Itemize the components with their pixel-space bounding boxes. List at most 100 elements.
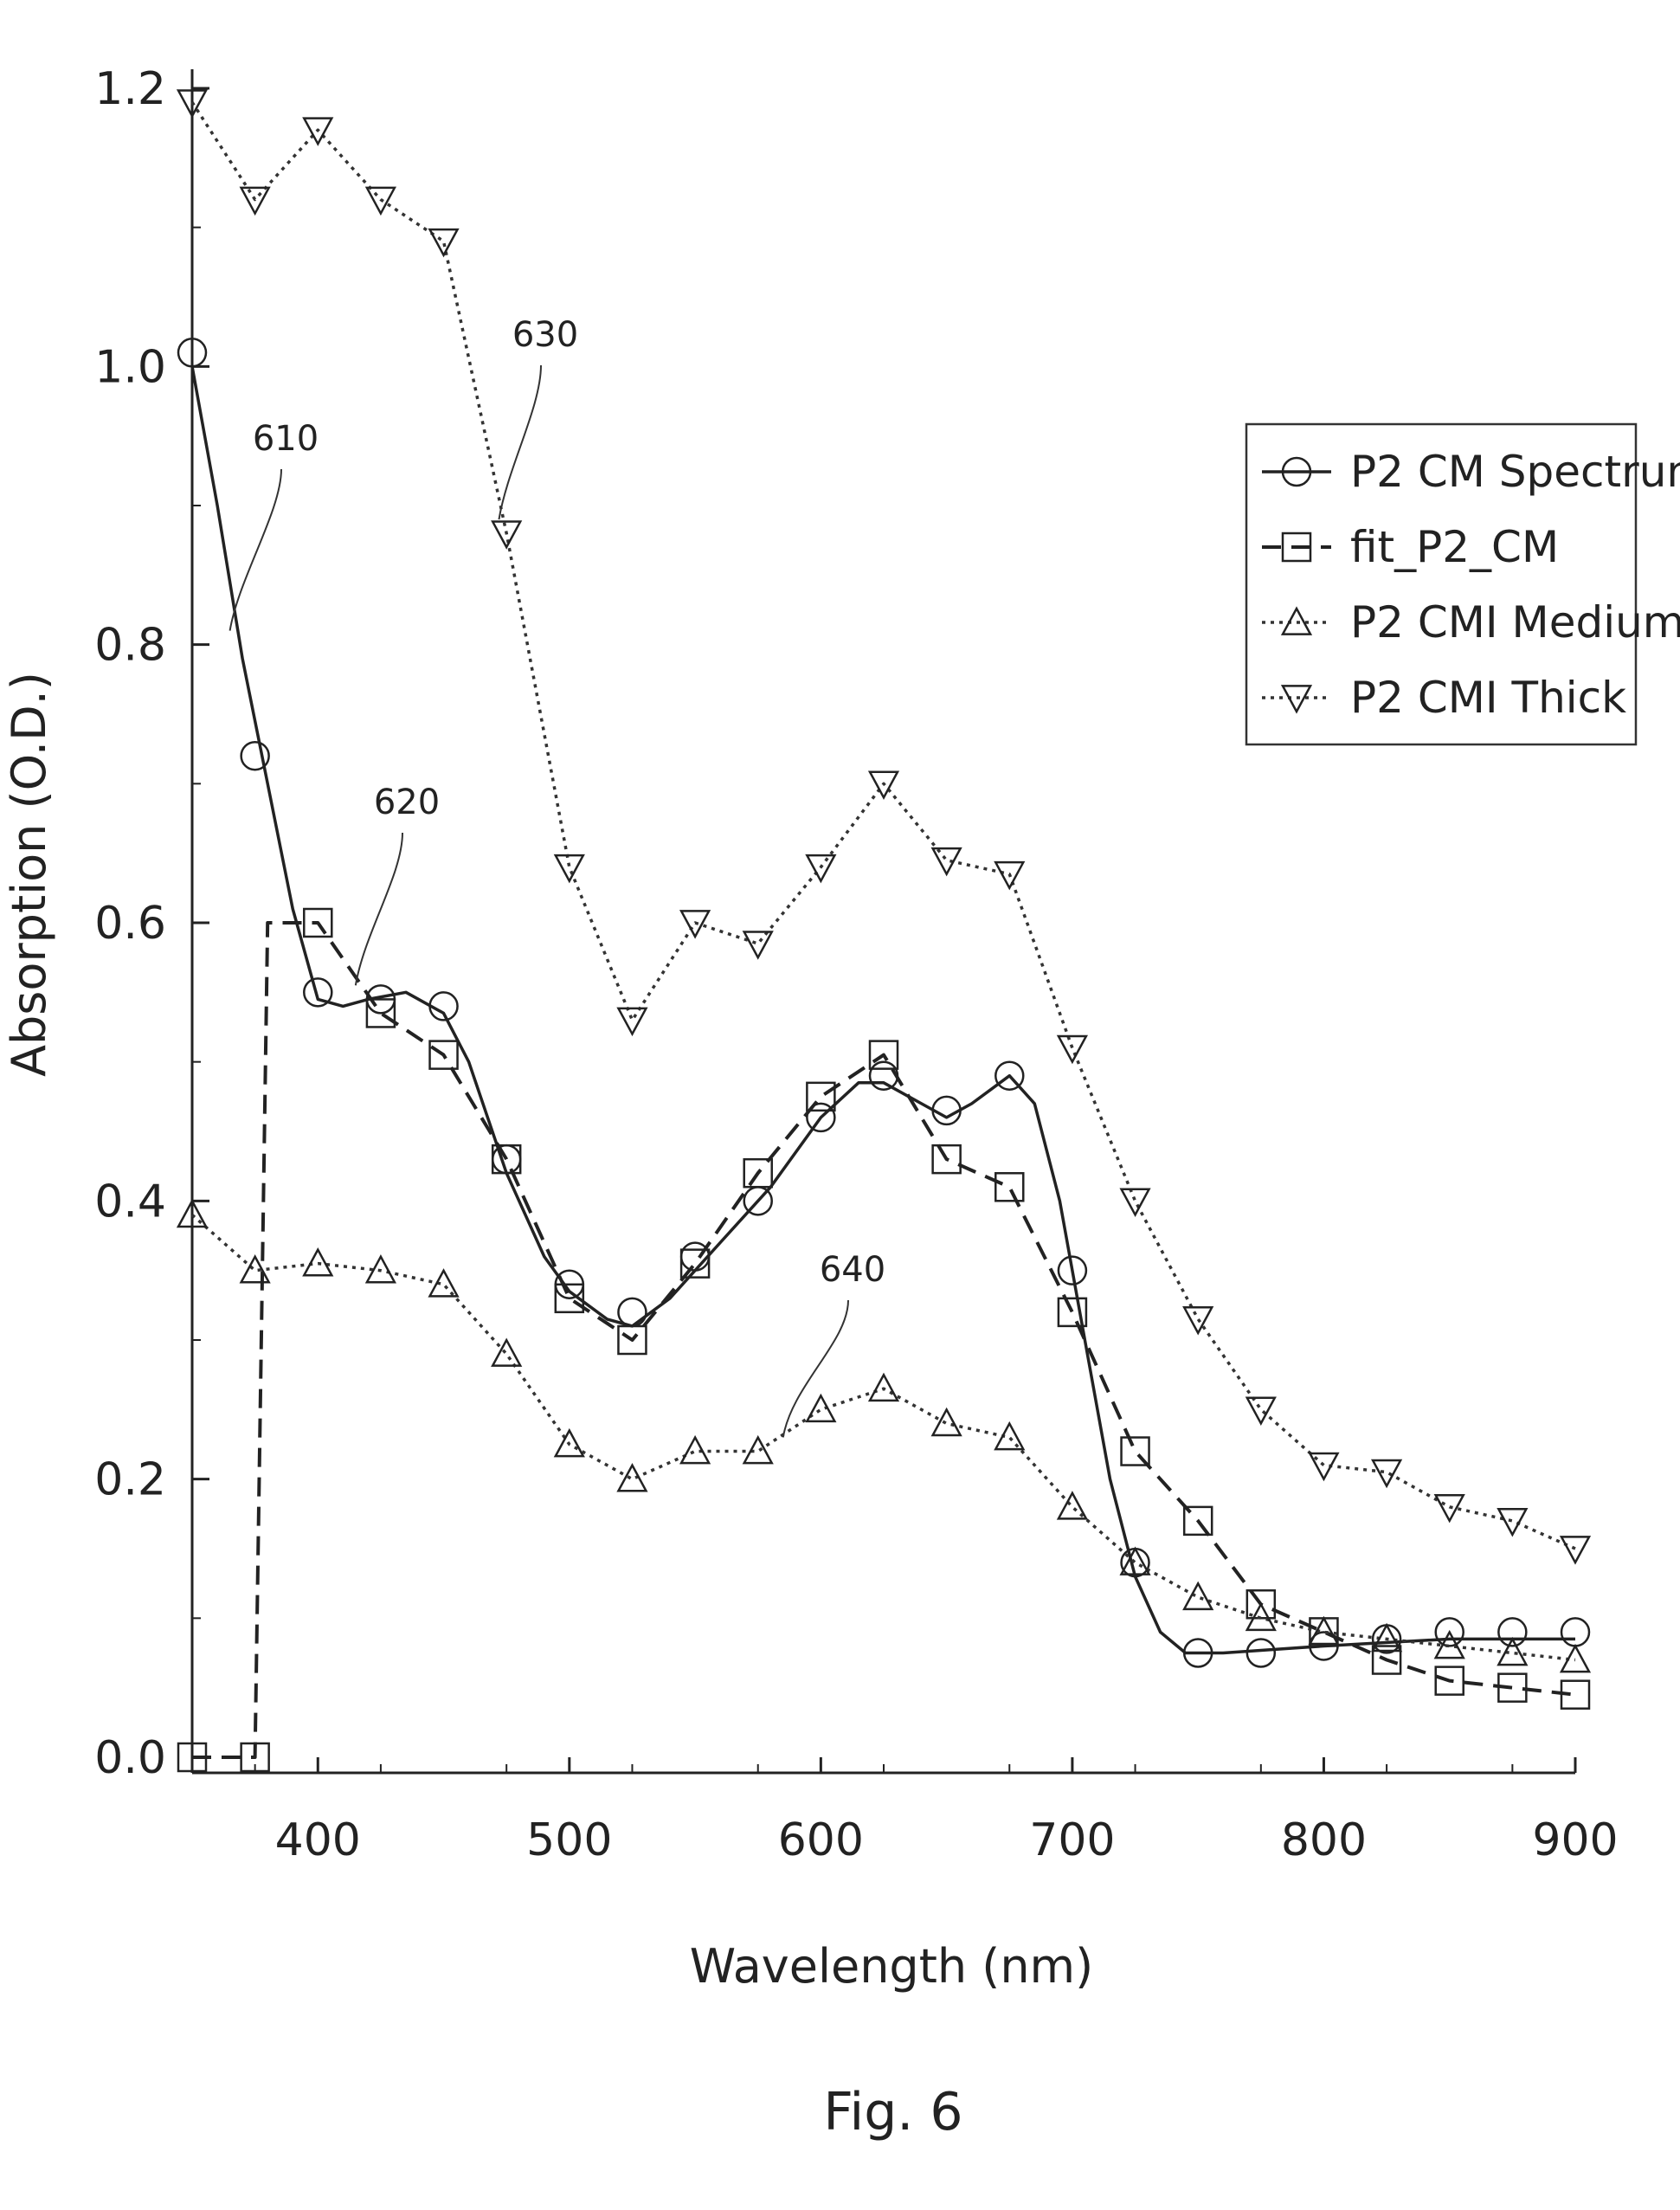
series-line xyxy=(190,1214,1576,1662)
data-point xyxy=(1560,1679,1591,1710)
data-point xyxy=(428,1040,459,1070)
data-point xyxy=(1308,1452,1340,1482)
legend: P2 CM Spectrum fit_P2_CM P2 CMI Medium P2 C… xyxy=(1245,422,1680,746)
data-point xyxy=(616,1007,648,1037)
data-point xyxy=(428,228,460,258)
data-point xyxy=(742,1434,774,1465)
data-point xyxy=(1120,1436,1150,1466)
y-tick-label: 1.2 xyxy=(94,63,166,115)
data-point xyxy=(1433,1629,1465,1659)
data-point xyxy=(994,1060,1025,1091)
data-point xyxy=(177,338,208,368)
data-point xyxy=(1245,1601,1277,1632)
figure-caption: Fig. 6 xyxy=(823,2082,962,2142)
annotations: 610 620 630 640 xyxy=(229,315,885,1438)
data-point xyxy=(1371,1645,1402,1675)
y-tick-label: 0.8 xyxy=(94,620,166,672)
data-point xyxy=(1559,1643,1592,1673)
annotation-label: 640 xyxy=(820,1250,885,1290)
data-point xyxy=(994,1172,1025,1202)
data-point xyxy=(1497,1508,1529,1537)
data-point xyxy=(1308,1615,1340,1646)
data-point xyxy=(868,1040,899,1070)
data-point xyxy=(805,1393,837,1423)
data-point xyxy=(994,860,1026,891)
legend-box xyxy=(1245,422,1638,746)
legend-marker xyxy=(1281,532,1312,563)
data-point xyxy=(1497,1672,1528,1703)
data-point xyxy=(1497,1617,1528,1647)
data-point xyxy=(1119,1188,1151,1217)
legend-entry: P2 CM Spectrum xyxy=(1350,447,1680,497)
data-point xyxy=(491,520,523,550)
data-point xyxy=(303,977,333,1008)
data-point xyxy=(679,1248,711,1279)
y-tick-label: 0.6 xyxy=(94,898,166,950)
data-point xyxy=(994,1421,1026,1451)
series-layer xyxy=(176,89,1592,1773)
x-tick-label: 600 xyxy=(778,1814,864,1866)
data-point xyxy=(931,1144,962,1175)
data-point xyxy=(302,1247,334,1277)
data-point xyxy=(806,1081,836,1112)
data-point xyxy=(1182,1638,1213,1668)
data-point xyxy=(240,1742,270,1773)
data-point xyxy=(554,1283,585,1314)
data-point xyxy=(617,1324,647,1356)
data-point xyxy=(1434,1666,1464,1696)
annotation-leader xyxy=(229,468,282,631)
data-point xyxy=(679,910,711,939)
data-point xyxy=(1057,1255,1088,1285)
data-point xyxy=(743,1157,773,1189)
data-point xyxy=(1433,1493,1465,1524)
data-point xyxy=(1370,1459,1403,1489)
data-point xyxy=(302,117,334,146)
data-point xyxy=(679,1434,711,1465)
data-point xyxy=(1246,1638,1277,1668)
data-point xyxy=(177,1742,208,1773)
data-point xyxy=(553,854,585,884)
y-tick-label: 0.2 xyxy=(94,1454,166,1506)
data-point xyxy=(239,1254,271,1284)
data-point xyxy=(1182,1505,1213,1537)
x-tick-label: 400 xyxy=(275,1814,361,1866)
data-point xyxy=(239,186,271,216)
annotation-label: 620 xyxy=(374,783,440,822)
data-point xyxy=(867,1372,900,1402)
series-line xyxy=(190,101,1576,1550)
legend-entry: P2 CMI Thick xyxy=(1350,673,1626,723)
annotation-leader xyxy=(354,832,403,986)
data-point xyxy=(1057,1297,1088,1328)
data-point xyxy=(930,1407,962,1437)
data-point xyxy=(491,1144,522,1175)
data-point xyxy=(1559,1536,1592,1565)
data-point xyxy=(303,907,333,938)
legend-marker xyxy=(1280,685,1313,714)
data-point xyxy=(365,998,396,1028)
data-point xyxy=(806,1102,836,1133)
annotation-leader xyxy=(498,364,542,520)
y-tick-label: 0.0 xyxy=(94,1732,166,1784)
x-tick-label: 900 xyxy=(1532,1814,1618,1866)
legend-marker xyxy=(1281,456,1312,487)
data-point xyxy=(1246,1589,1277,1620)
x-tick-label: 500 xyxy=(526,1814,612,1866)
legend-marker xyxy=(1280,606,1313,635)
y-tick-label: 0.4 xyxy=(94,1176,166,1227)
annotation-leader xyxy=(782,1299,849,1438)
data-point xyxy=(742,931,774,960)
data-point xyxy=(931,1095,962,1126)
annotation-label: 630 xyxy=(512,315,578,355)
data-point xyxy=(553,1427,585,1458)
data-point xyxy=(930,847,962,877)
x-tick-label: 700 xyxy=(1029,1814,1115,1866)
data-point xyxy=(805,854,837,884)
legend-entry: P2 CMI Medium xyxy=(1350,597,1680,648)
data-point xyxy=(240,740,270,771)
data-point xyxy=(176,89,209,119)
data-point xyxy=(1182,1306,1214,1336)
data-point xyxy=(1370,1622,1403,1653)
series-2 xyxy=(176,1198,1592,1673)
data-point xyxy=(428,1268,460,1298)
